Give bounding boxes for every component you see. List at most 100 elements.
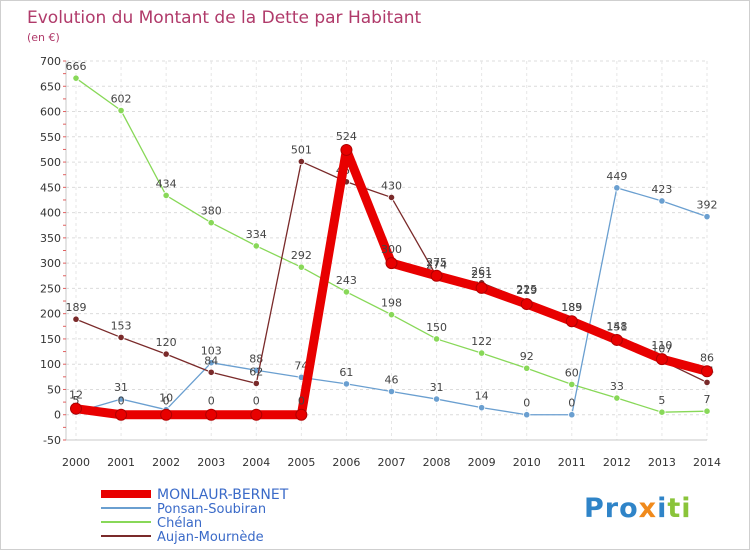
- data-point: [387, 387, 396, 396]
- data-label: 392: [697, 199, 718, 212]
- data-label: 275: [426, 256, 447, 269]
- y-tick-label: 500: [40, 156, 61, 169]
- y-tick-label: 400: [40, 207, 61, 220]
- data-label: 14: [475, 390, 489, 403]
- data-label: 61: [339, 366, 353, 379]
- data-label: 110: [651, 339, 672, 352]
- x-tick-label: 2011: [558, 456, 586, 469]
- data-label: 0: [118, 395, 125, 408]
- data-label: 46: [385, 373, 399, 386]
- data-point: [342, 288, 351, 296]
- data-label: 274: [426, 258, 447, 271]
- data-point: [655, 353, 668, 366]
- data-label: 31: [430, 381, 444, 394]
- data-point: [387, 311, 396, 319]
- data-point: [117, 333, 125, 342]
- data-point: [701, 365, 713, 378]
- legend-label: MONLAUR-BERNET: [157, 487, 289, 503]
- data-point: [703, 213, 711, 221]
- data-label: 12: [69, 389, 83, 402]
- data-label: 300: [381, 243, 402, 256]
- data-label: 243: [336, 274, 357, 287]
- data-label: 501: [291, 144, 312, 157]
- data-point: [115, 408, 128, 421]
- x-tick-label: 2005: [287, 456, 315, 469]
- data-point: [568, 380, 576, 389]
- data-point: [703, 378, 711, 386]
- data-label: 430: [381, 179, 402, 192]
- data-label: 0: [523, 397, 530, 410]
- data-point: [117, 106, 125, 115]
- x-tick-label: 2010: [513, 456, 541, 469]
- legend-label: Chélan: [157, 516, 202, 531]
- data-label: 666: [66, 60, 87, 73]
- x-tick-label: 2008: [423, 456, 451, 469]
- x-tick-label: 2014: [693, 456, 721, 469]
- data-label: 251: [471, 268, 492, 281]
- data-label: 84: [204, 354, 218, 367]
- x-tick-label: 2001: [107, 456, 135, 469]
- data-label: 86: [700, 351, 714, 364]
- data-point: [432, 335, 441, 343]
- data-point: [297, 157, 305, 166]
- data-label: 10: [159, 392, 173, 405]
- y-tick-label: 150: [40, 333, 61, 346]
- y-tick-label: 550: [40, 131, 61, 144]
- logo-text: Proxiti: [584, 493, 692, 524]
- data-label: 103: [201, 345, 222, 358]
- data-point: [250, 408, 263, 421]
- data-point: [387, 193, 396, 202]
- data-point: [658, 197, 666, 205]
- y-tick-label: 350: [40, 232, 61, 245]
- y-tick-label: 100: [40, 358, 61, 371]
- data-label: 219: [516, 284, 537, 297]
- data-label: 151: [606, 320, 627, 333]
- x-tick-label: 2002: [152, 456, 180, 469]
- data-label: 0: [568, 397, 575, 410]
- data-label: 225: [516, 283, 537, 296]
- data-point: [207, 368, 215, 376]
- y-tick-label: 300: [40, 257, 61, 270]
- chart-subtitle: (en €): [27, 31, 60, 44]
- x-tick-label: 2000: [62, 456, 90, 469]
- data-label: 60: [565, 366, 579, 379]
- x-tick-label: 2006: [332, 456, 360, 469]
- data-point: [162, 350, 170, 358]
- data-point: [385, 257, 398, 270]
- data-point: [117, 395, 125, 403]
- x-tick-label: 2007: [378, 456, 406, 469]
- data-point: [475, 281, 488, 294]
- x-tick-label: 2012: [603, 456, 631, 469]
- data-point: [478, 404, 486, 412]
- data-label: 334: [246, 228, 267, 241]
- data-label: 7: [704, 393, 711, 406]
- y-tick-label: -50: [43, 434, 61, 447]
- data-point: [207, 359, 215, 367]
- legend-label: Aujan-Mournède: [157, 530, 264, 545]
- data-label: 0: [208, 395, 215, 408]
- y-tick-label: 450: [40, 181, 61, 194]
- data-label: 185: [561, 301, 582, 314]
- data-label: 292: [291, 249, 312, 262]
- y-tick-label: 200: [40, 308, 61, 321]
- data-label: 5: [73, 394, 80, 407]
- data-label: 120: [156, 336, 177, 349]
- data-label: 189: [561, 301, 582, 314]
- data-point: [568, 411, 576, 419]
- data-label: 88: [249, 352, 263, 365]
- data-point: [252, 242, 260, 250]
- data-point: [205, 408, 218, 421]
- data-label: 153: [111, 319, 132, 332]
- data-point: [70, 402, 82, 415]
- proxiti-logo: Proxiti: [584, 493, 692, 524]
- y-tick-label: 700: [40, 55, 61, 68]
- data-label: 5: [658, 394, 665, 407]
- data-point: [523, 364, 531, 372]
- y-tick-label: 0: [54, 409, 61, 422]
- data-label: 122: [471, 335, 492, 348]
- data-point: [520, 298, 533, 311]
- data-label: 423: [651, 183, 672, 196]
- data-point: [162, 191, 170, 200]
- y-tick-label: 600: [40, 106, 61, 119]
